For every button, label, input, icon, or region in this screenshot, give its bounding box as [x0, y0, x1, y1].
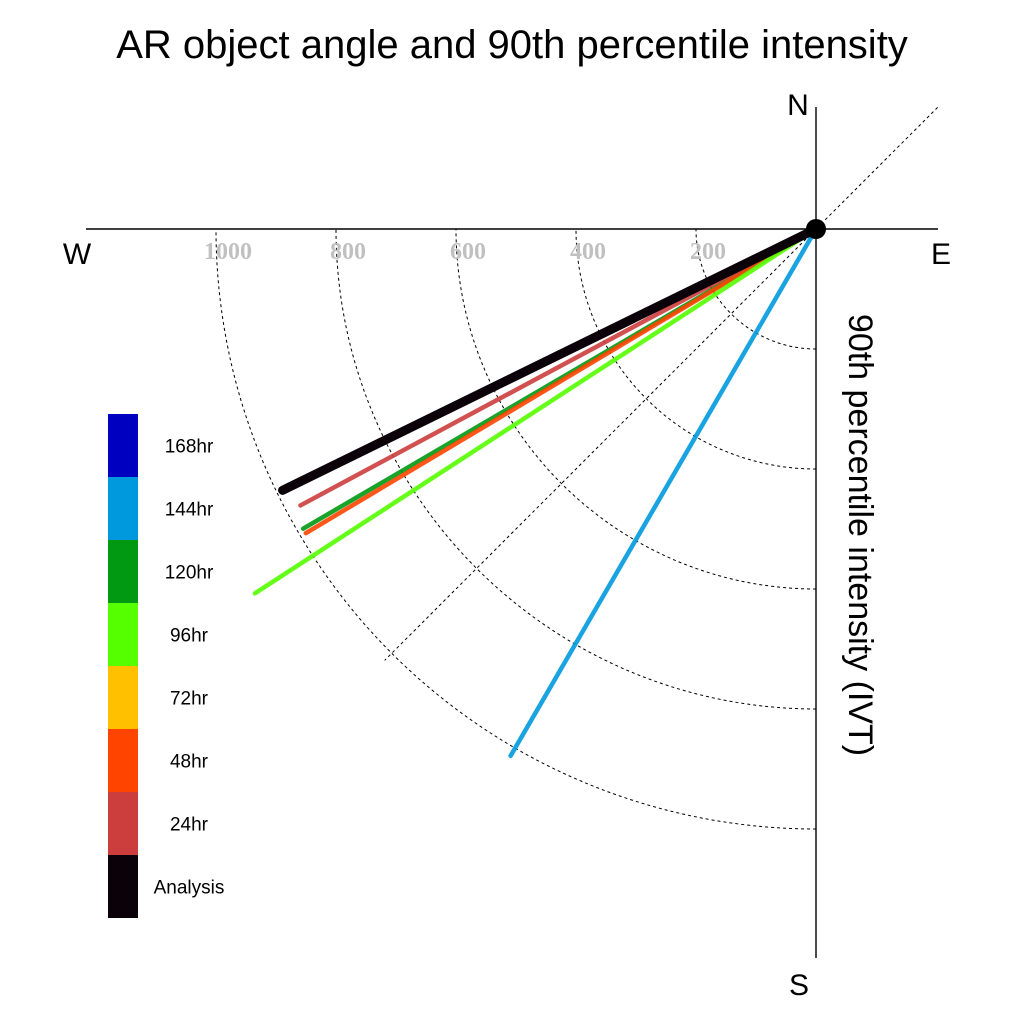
legend-label: 72hr [170, 689, 209, 710]
radial-tick-label: 1000 [204, 239, 252, 265]
chart-title: AR object angle and 90th percentile inte… [116, 23, 908, 67]
radial-tick-label: 200 [690, 239, 726, 265]
vector-144hr [508, 226, 819, 759]
radial-ring-200 [695, 228, 817, 350]
legend-label: 168hr [165, 437, 214, 458]
compass-south: S [789, 969, 809, 1002]
legend-swatch-analysis [108, 855, 138, 918]
radial-rings [215, 228, 817, 830]
y-axis-label: 90th percentile intensity (IVT) [841, 314, 879, 756]
legend-label: 48hr [170, 752, 209, 773]
vectors [252, 224, 821, 759]
compass-north: N [787, 89, 809, 122]
legend-label: 120hr [165, 563, 214, 584]
legend-swatch-144hr [108, 477, 138, 540]
legend-swatch-168hr [108, 414, 138, 477]
vector-48hr [303, 226, 819, 536]
center-marker [806, 219, 826, 239]
radial-tick-label: 600 [450, 239, 486, 265]
diagonal-guide [384, 107, 938, 661]
legend: 168hr 144hr 120hr 96hr 72hr 48hr 24hr Analysis [108, 414, 224, 918]
radial-tick-label: 800 [330, 239, 366, 265]
radial-tick-label: 400 [570, 239, 606, 265]
radial-tick-labels: 200 400 600 800 1000 [204, 239, 726, 265]
legend-swatch-24hr [108, 792, 138, 855]
compass-east: E [931, 238, 951, 271]
radial-ring-600 [455, 228, 817, 590]
radial-ring-1000 [215, 228, 817, 830]
legend-swatch-96hr [108, 603, 138, 666]
vector-analysis [278, 224, 821, 495]
legend-label: Analysis [154, 878, 225, 899]
legend-label: 144hr [165, 500, 214, 521]
compass-west: W [63, 238, 92, 271]
legend-label: 24hr [170, 815, 209, 836]
legend-swatch-120hr [108, 540, 138, 603]
radial-ring-400 [575, 228, 817, 470]
legend-swatch-72hr [108, 666, 138, 729]
legend-label: 96hr [170, 626, 209, 647]
vector-96hr [252, 226, 819, 596]
axes [86, 107, 938, 958]
legend-swatch-48hr [108, 729, 138, 792]
